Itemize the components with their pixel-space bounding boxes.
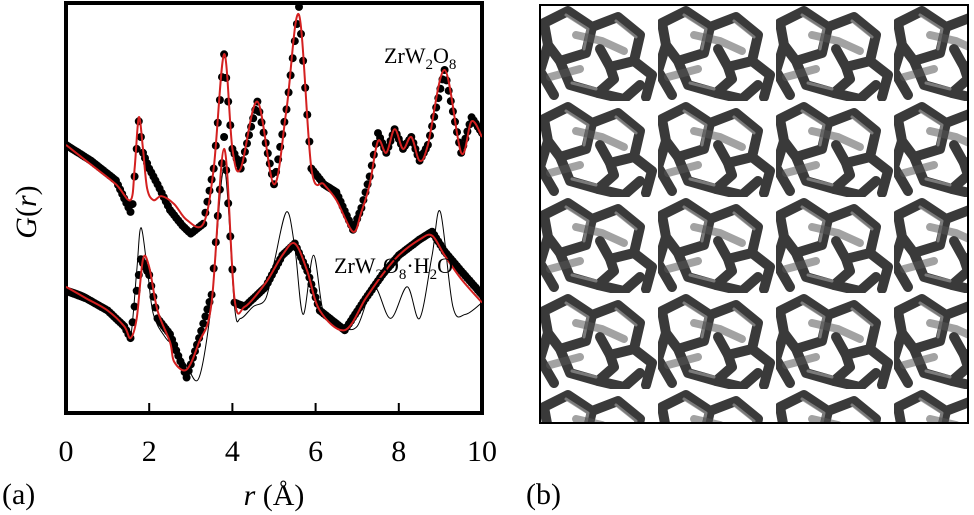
data-point bbox=[201, 312, 210, 321]
network-frame bbox=[539, 4, 969, 424]
data-point bbox=[126, 207, 135, 216]
pdf-plot: 0 2 4 6 8 10 ZrW2O8 ZrW2O8·H2O G(r) r (Å) bbox=[10, 1, 498, 512]
x-tick-label: 2 bbox=[142, 435, 157, 468]
y-axis-title: G(r) bbox=[10, 185, 43, 238]
series-0 bbox=[66, 3, 482, 238]
series-3 bbox=[66, 147, 482, 372]
fit-line bbox=[66, 13, 482, 233]
network-render-body bbox=[540, 5, 968, 423]
x-tick-label: 0 bbox=[59, 435, 74, 468]
data-point bbox=[220, 133, 229, 141]
data-point bbox=[128, 318, 137, 327]
data-point bbox=[182, 373, 191, 382]
data-point bbox=[478, 290, 482, 299]
x-tick-label: 4 bbox=[225, 435, 240, 468]
series-layer bbox=[66, 3, 482, 382]
panel-label-a: (a) bbox=[2, 478, 35, 511]
data-point bbox=[128, 200, 137, 209]
framework-network-render bbox=[539, 4, 969, 424]
x-tick-labels: 0 2 4 6 8 10 bbox=[59, 435, 498, 468]
panel-label-b: (b) bbox=[526, 478, 561, 511]
x-tick-label: 10 bbox=[467, 435, 497, 468]
data-point bbox=[290, 37, 299, 46]
series-label-zrw2o8-h2o: ZrW2O8·H2O bbox=[334, 253, 453, 283]
reference-line bbox=[66, 168, 482, 382]
plot-frame bbox=[64, 1, 484, 415]
x-ticks bbox=[65, 403, 483, 413]
data-point bbox=[295, 3, 303, 11]
series-1 bbox=[66, 13, 482, 233]
series-label-zrw2o8: ZrW2O8 bbox=[384, 43, 456, 73]
data-point bbox=[130, 302, 139, 311]
x-axis-title: r (Å) bbox=[244, 479, 305, 512]
x-tick-label: 6 bbox=[308, 435, 323, 468]
data-point bbox=[199, 319, 208, 328]
fit-line bbox=[66, 147, 482, 372]
x-tick-label: 8 bbox=[391, 435, 406, 468]
series-4 bbox=[66, 168, 482, 382]
